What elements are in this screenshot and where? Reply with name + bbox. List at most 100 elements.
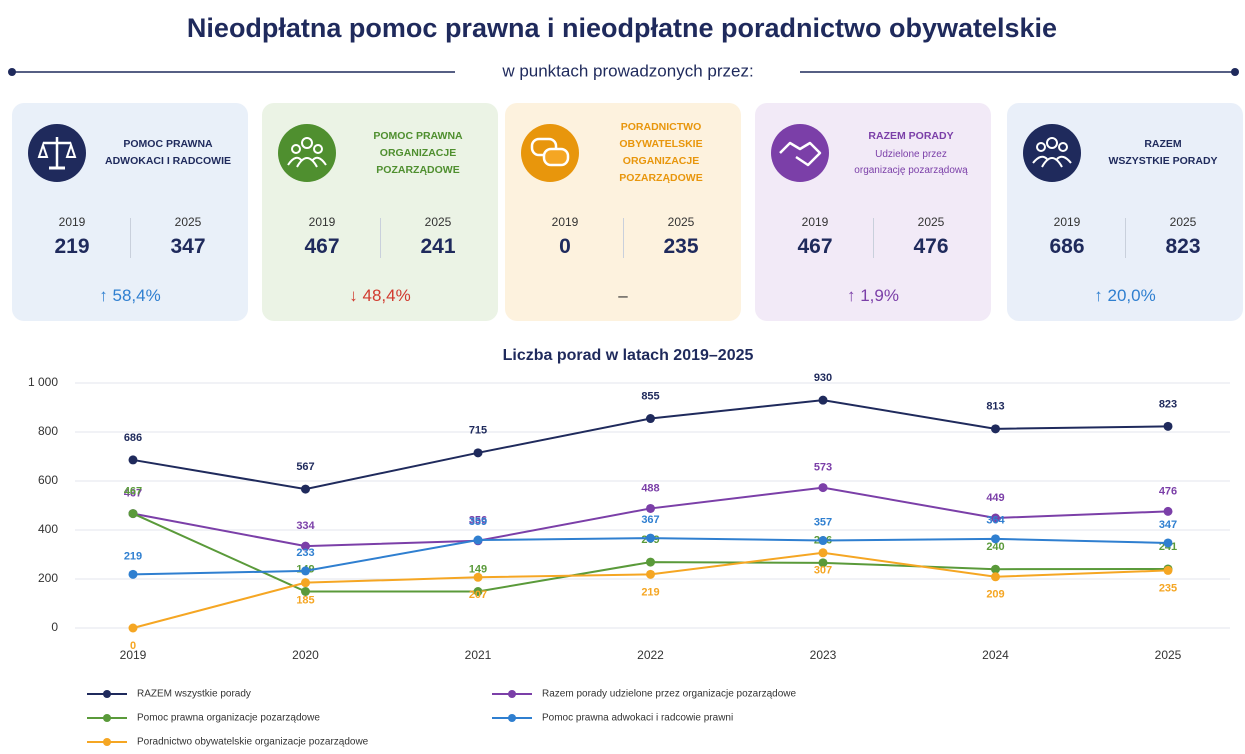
stat-value: 0 xyxy=(559,235,571,258)
stat-change: – xyxy=(618,286,628,305)
year-label: 2019 xyxy=(308,215,336,229)
data-point xyxy=(646,533,655,543)
data-point xyxy=(818,558,828,568)
data-label: 356 xyxy=(469,515,487,527)
data-label: 0 xyxy=(130,640,136,652)
legend-label: Pomoc prawna organizacje pozarządowe xyxy=(137,713,320,724)
legend-label: Poradnictwo obywatelskie organizacje poz… xyxy=(137,737,369,748)
data-point xyxy=(991,534,1000,544)
stat-change: ↓ 48,4% xyxy=(349,286,411,305)
data-label: 334 xyxy=(296,520,315,532)
y-tick-label: 400 xyxy=(38,522,58,536)
data-label: 207 xyxy=(469,589,487,601)
card-icon xyxy=(277,123,337,183)
card-icon xyxy=(520,123,580,183)
legend-label: Razem porady udzielone przez organizacje… xyxy=(542,689,796,700)
card-subtitle: organizację pozarządową xyxy=(854,164,968,176)
data-point xyxy=(301,578,310,588)
data-point xyxy=(128,623,138,633)
data-label: 476 xyxy=(1159,485,1177,497)
data-point xyxy=(301,484,310,494)
stat-card: RAZEM PORADY Udzielone przez organizację p… xyxy=(755,103,991,321)
year-label: 2025 xyxy=(1169,215,1197,229)
data-label: 855 xyxy=(641,390,659,402)
legend-marker xyxy=(508,714,516,722)
stat-value: 241 xyxy=(420,235,456,258)
x-tick-label: 2020 xyxy=(292,648,319,662)
stat-card: POMOC PRAWNA ADWOKACI I RADCOWIE 2019 2025 2… xyxy=(12,103,248,321)
stat-card: POMOC PRAWNA ORGANIZACJE POZARZĄDOWE 2019 20… xyxy=(262,103,498,321)
legend-marker xyxy=(508,690,516,698)
data-label: 488 xyxy=(641,482,659,494)
data-point xyxy=(818,483,828,493)
card-subtitle: Udzielone przez xyxy=(875,148,947,160)
page-title: Nieodpłatna pomoc prawna i nieodpłatne p… xyxy=(187,13,1057,43)
data-point xyxy=(991,572,1000,582)
year-label: 2019 xyxy=(801,215,829,229)
data-label: 567 xyxy=(296,461,314,473)
data-label: 823 xyxy=(1159,398,1177,410)
separator xyxy=(130,218,131,258)
data-point xyxy=(128,509,138,519)
card-icon xyxy=(770,123,830,183)
data-label: 813 xyxy=(986,401,1004,413)
card-icon xyxy=(1022,123,1082,183)
data-point xyxy=(991,424,1000,434)
stat-card: PORADNICTWO OBYWATELSKIE ORGANIZACJE POZARZ… xyxy=(505,103,741,321)
stat-value: 235 xyxy=(663,235,699,258)
separator xyxy=(623,218,624,258)
data-point xyxy=(991,564,1000,574)
data-label: 240 xyxy=(986,541,1004,553)
data-point xyxy=(818,536,828,546)
data-label: 219 xyxy=(124,550,142,562)
data-point xyxy=(473,535,483,545)
x-tick-label: 2022 xyxy=(637,648,664,662)
card-title: POZARZĄDOWE xyxy=(619,172,703,184)
legend-marker xyxy=(103,690,111,698)
y-tick-label: 1 000 xyxy=(28,375,58,389)
data-point xyxy=(473,572,483,582)
y-tick-label: 0 xyxy=(51,620,58,634)
year-label: 2025 xyxy=(917,215,945,229)
stat-value: 476 xyxy=(913,235,949,258)
data-point xyxy=(301,541,310,551)
x-tick-label: 2019 xyxy=(120,648,147,662)
data-label: 209 xyxy=(986,589,1004,601)
year-label: 2025 xyxy=(667,215,695,229)
data-label: 149 xyxy=(469,563,487,575)
data-label: 573 xyxy=(814,462,832,474)
year-label: 2019 xyxy=(1053,215,1081,229)
data-point xyxy=(818,548,828,558)
decor-dot xyxy=(8,68,16,76)
card-icon xyxy=(27,123,87,183)
x-tick-label: 2023 xyxy=(810,648,837,662)
decor-dot xyxy=(1231,68,1239,76)
data-point xyxy=(991,513,1000,523)
data-point xyxy=(646,557,655,567)
separator xyxy=(1125,218,1126,258)
stat-value: 347 xyxy=(170,235,206,258)
stat-value: 823 xyxy=(1165,235,1201,258)
data-label: 686 xyxy=(124,432,142,444)
legend-label: RAZEM wszystkie porady xyxy=(137,689,251,700)
data-point xyxy=(1163,506,1173,516)
card-title: WSZYSTKIE PORADY xyxy=(1108,155,1218,167)
legend-marker xyxy=(103,714,111,722)
data-label: 359 xyxy=(469,516,487,528)
data-label: 467 xyxy=(124,487,142,499)
stat-change: ↑ 1,9% xyxy=(847,286,899,305)
card-title: POZARZĄDOWE xyxy=(376,163,460,176)
card-title: ORGANIZACJE xyxy=(622,155,700,167)
data-point xyxy=(1163,538,1173,548)
card-title: ORGANIZACJE xyxy=(379,146,457,159)
data-label: 715 xyxy=(469,425,487,437)
card-title: ADWOKACI I RADCOWIE xyxy=(105,155,231,167)
stat-card: RAZEM WSZYSTKIE PORADY 2019 2025 686 823 ↑ 20,… xyxy=(1007,103,1243,321)
x-tick-label: 2021 xyxy=(465,648,492,662)
card-title: RAZEM PORADY xyxy=(868,129,954,142)
data-point xyxy=(473,448,483,458)
separator xyxy=(380,218,381,258)
data-label: 930 xyxy=(814,372,832,384)
year-label: 2025 xyxy=(424,215,452,229)
